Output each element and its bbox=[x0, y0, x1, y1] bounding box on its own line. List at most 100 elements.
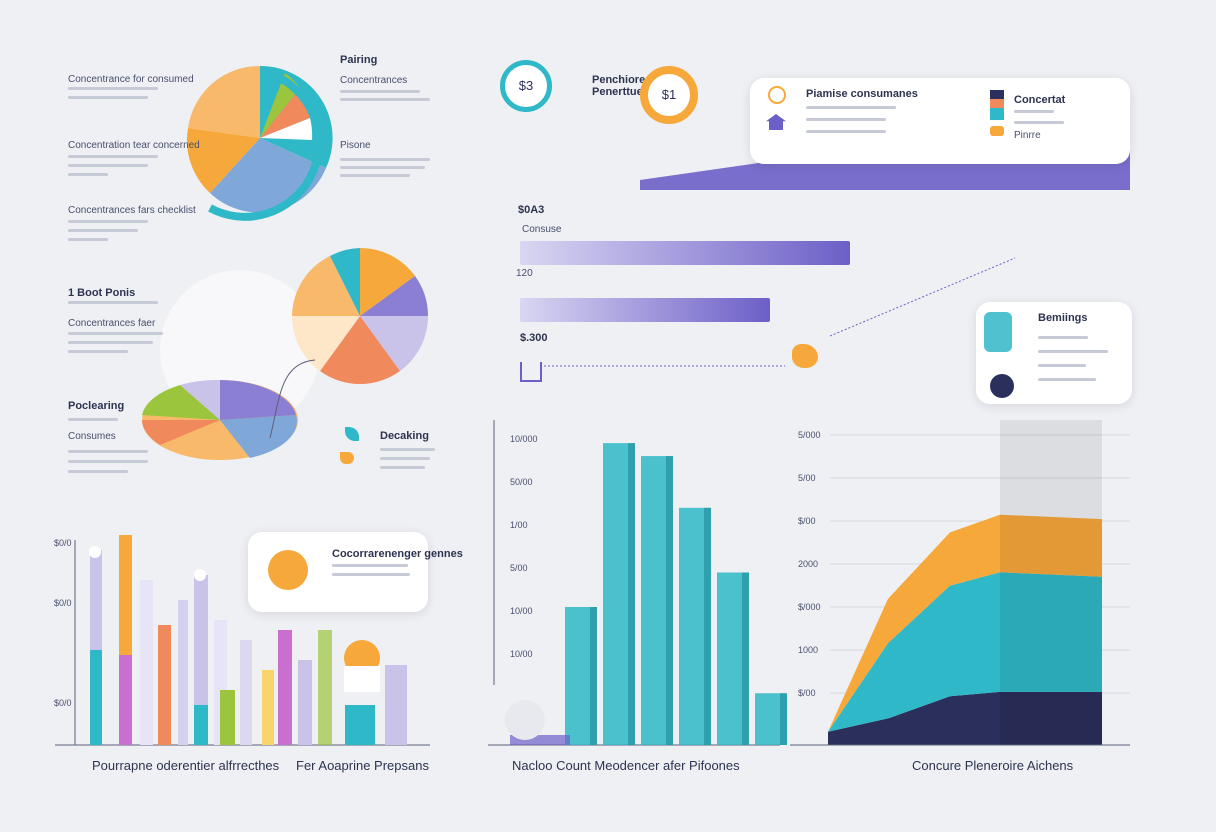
teal-bar-side bbox=[666, 456, 673, 745]
divider bbox=[1038, 336, 1088, 339]
teal-ytick: 10/00 bbox=[510, 649, 533, 659]
teal-bar-side bbox=[742, 572, 749, 745]
divider bbox=[68, 350, 128, 353]
divider bbox=[806, 118, 886, 121]
leaf-icon bbox=[345, 427, 359, 441]
teal-ytick: 1/00 bbox=[510, 520, 528, 530]
left-label-1: Concentrance for consumed bbox=[68, 74, 194, 85]
hbar-label-top: $0A3 bbox=[518, 204, 545, 216]
bl-ytick-2: $0/0 bbox=[54, 598, 72, 608]
divider bbox=[68, 155, 158, 158]
house-icon bbox=[766, 114, 786, 130]
divider bbox=[340, 98, 430, 101]
donut-badge: $1 bbox=[640, 66, 698, 124]
hbar-label-mid: 120 bbox=[516, 268, 533, 279]
area-chart: 5/000 5/00 $/00 2000 $/000 1000 $/00 bbox=[790, 420, 1130, 746]
top-info-card: Piamise consumanes Concertat Pinrre bbox=[750, 78, 1130, 164]
divider bbox=[806, 106, 896, 109]
divider bbox=[1038, 350, 1108, 353]
area-ytick: 5/00 bbox=[798, 473, 816, 483]
bl-ytick-1: $0/0 bbox=[54, 538, 72, 548]
area-series-0 bbox=[828, 691, 1102, 745]
divider bbox=[380, 466, 425, 469]
top-pie-chart bbox=[186, 65, 333, 221]
area-ytick: 2000 bbox=[798, 559, 818, 569]
area-ytick: $/00 bbox=[798, 516, 816, 526]
divider bbox=[340, 90, 420, 93]
area-caption: Concure Pleneroire Aichens bbox=[912, 758, 1074, 773]
left-label-2: Concentration tear concerned bbox=[68, 140, 200, 151]
chart-mini-icon bbox=[520, 362, 542, 382]
coin-icon bbox=[792, 344, 818, 368]
bl-caption: Pourrapne oderentier alfrrecthes bbox=[92, 758, 280, 773]
divider bbox=[380, 448, 435, 451]
area-series-2 bbox=[828, 514, 1102, 732]
divider bbox=[1038, 364, 1086, 367]
pie-label-2: Pisone bbox=[340, 140, 371, 151]
teal-bar-chart: 10/000 50/00 1/00 5/00 10/00 10/00 bbox=[488, 420, 787, 746]
bottom-left-card: Cocorrarenenger gennes bbox=[248, 532, 463, 612]
teal-bar-side bbox=[590, 607, 597, 745]
divider bbox=[806, 130, 886, 133]
divider bbox=[68, 301, 158, 304]
bottom-left-chart bbox=[55, 535, 430, 746]
card-title: Piamise consumanes bbox=[806, 88, 918, 100]
divider bbox=[1014, 110, 1054, 113]
divider bbox=[340, 166, 425, 169]
teal-ytick: 10/000 bbox=[510, 434, 538, 444]
area-ytick: $/000 bbox=[798, 602, 821, 612]
mid-label-2-sub: Consumes bbox=[68, 431, 116, 442]
teal-bar-side bbox=[628, 443, 635, 745]
dotted-trend-line bbox=[540, 257, 1016, 367]
divider bbox=[68, 470, 128, 473]
target-icon bbox=[268, 550, 308, 590]
bl-card-title: Cocorrarenenger gennes bbox=[332, 548, 463, 560]
right-info-card: Bemiings bbox=[976, 302, 1132, 404]
divider bbox=[68, 238, 108, 241]
area-ytick: $/00 bbox=[798, 688, 816, 698]
drop-icon bbox=[340, 452, 354, 464]
area-ytick: 5/000 bbox=[798, 430, 821, 440]
divider bbox=[68, 220, 148, 223]
bcl-caption: Fer Aoaprine Prepsans bbox=[296, 758, 429, 773]
bl-ytick-3: $0/0 bbox=[54, 698, 72, 708]
puzzle-icon bbox=[984, 312, 1012, 352]
teal-ytick: 50/00 bbox=[510, 477, 533, 487]
money-icon bbox=[768, 86, 786, 104]
teal-ytick: 10/00 bbox=[510, 606, 533, 616]
badge-label: Penchiore Penerttue bbox=[592, 74, 646, 98]
divider bbox=[332, 573, 410, 576]
connector-line bbox=[269, 359, 316, 439]
divider bbox=[68, 450, 148, 453]
card-right-sub: Pinrre bbox=[1014, 130, 1041, 141]
divider bbox=[68, 460, 148, 463]
teal-ytick: 5/00 bbox=[510, 563, 528, 573]
teal-bar-side bbox=[704, 507, 711, 745]
hbar-1 bbox=[520, 241, 850, 265]
divider bbox=[68, 229, 138, 232]
divider bbox=[1014, 121, 1064, 124]
mid-label-3: Decaking bbox=[380, 430, 429, 442]
dollar-badge: $3 bbox=[500, 60, 552, 112]
divider bbox=[380, 457, 430, 460]
mid-label-2: Poclearing bbox=[68, 400, 125, 412]
area-ytick: 1000 bbox=[798, 645, 818, 655]
pie-subtitle: Concentrances bbox=[340, 75, 408, 86]
divider bbox=[1038, 378, 1096, 381]
mid-sub: Concentrances faer bbox=[68, 318, 156, 329]
flat-pie-chart bbox=[142, 379, 298, 460]
divider bbox=[68, 164, 148, 167]
divider bbox=[68, 341, 153, 344]
card-right-title: Concertat bbox=[1014, 94, 1066, 106]
divider bbox=[68, 96, 148, 99]
right-card-title: Bemiings bbox=[1038, 312, 1088, 324]
hbar-label-sub: Consuse bbox=[522, 224, 562, 235]
divider bbox=[340, 158, 430, 161]
divider bbox=[68, 87, 158, 90]
teal-bar-side bbox=[780, 693, 787, 745]
mid-title: 1 Boot Ponis bbox=[68, 287, 136, 299]
divider bbox=[68, 173, 108, 176]
layers-icon bbox=[990, 90, 1004, 120]
divider bbox=[68, 418, 118, 421]
pie-title: Pairing bbox=[340, 54, 378, 66]
